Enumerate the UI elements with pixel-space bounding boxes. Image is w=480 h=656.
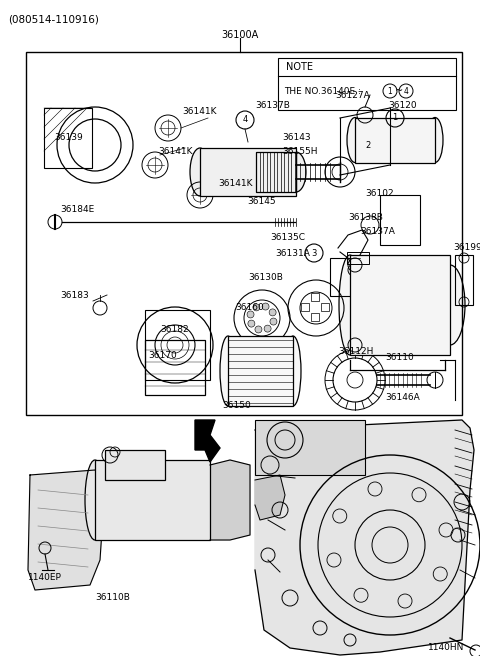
Bar — [228, 336, 293, 406]
Text: 36141K: 36141K — [158, 148, 192, 157]
Bar — [256, 152, 296, 192]
Bar — [380, 195, 420, 245]
Circle shape — [255, 326, 262, 333]
Polygon shape — [195, 420, 220, 462]
Ellipse shape — [435, 265, 465, 345]
Circle shape — [262, 303, 269, 310]
Bar — [278, 58, 456, 110]
Circle shape — [248, 320, 255, 327]
Text: 36120: 36120 — [388, 102, 417, 110]
Text: 36110B: 36110B — [95, 594, 130, 602]
Text: 36170: 36170 — [148, 350, 177, 359]
Text: 36137A: 36137A — [360, 228, 395, 237]
Ellipse shape — [347, 117, 363, 163]
Polygon shape — [255, 475, 285, 520]
Bar — [350, 255, 450, 355]
Bar — [330, 258, 385, 296]
Bar — [347, 252, 369, 264]
Text: 36110: 36110 — [385, 354, 414, 363]
Ellipse shape — [286, 152, 306, 192]
Text: 1140EP: 1140EP — [28, 573, 62, 583]
Polygon shape — [255, 420, 474, 655]
Text: THE NO.36140E :: THE NO.36140E : — [284, 87, 361, 96]
Text: 36112H: 36112H — [338, 348, 373, 356]
Text: 1: 1 — [392, 113, 397, 123]
Bar — [255, 420, 365, 475]
Text: 1140HN: 1140HN — [428, 644, 464, 653]
Polygon shape — [210, 460, 250, 540]
Text: 36141K: 36141K — [182, 108, 216, 117]
Bar — [145, 340, 205, 395]
Text: 4: 4 — [242, 115, 248, 125]
Ellipse shape — [85, 460, 105, 540]
Bar — [26, 52, 462, 415]
Circle shape — [253, 304, 260, 311]
Ellipse shape — [285, 336, 301, 406]
Text: 36184E: 36184E — [60, 205, 94, 215]
Text: 3: 3 — [312, 249, 317, 258]
Bar — [301, 303, 309, 311]
Text: 36137B: 36137B — [255, 102, 290, 110]
Text: 36141K: 36141K — [218, 178, 252, 188]
Circle shape — [247, 311, 254, 318]
Circle shape — [270, 318, 277, 325]
Text: 36155H: 36155H — [282, 148, 317, 157]
Bar — [311, 293, 319, 301]
Text: 36127A: 36127A — [335, 91, 370, 100]
Bar — [355, 118, 435, 163]
Text: 36102: 36102 — [365, 188, 394, 197]
Text: 36143: 36143 — [282, 133, 311, 142]
Text: 36145: 36145 — [247, 197, 276, 207]
Polygon shape — [28, 470, 105, 590]
Text: 36150: 36150 — [222, 401, 251, 411]
Circle shape — [264, 325, 271, 332]
Text: ~: ~ — [395, 86, 403, 96]
Bar — [455, 255, 473, 305]
Bar — [44, 108, 92, 168]
Text: 36199: 36199 — [453, 243, 480, 253]
Text: 36182: 36182 — [160, 325, 189, 335]
Bar — [105, 450, 165, 480]
Ellipse shape — [427, 117, 443, 163]
Ellipse shape — [190, 148, 210, 196]
Text: 36138B: 36138B — [348, 213, 383, 222]
Text: 36130B: 36130B — [248, 274, 283, 283]
Bar — [200, 148, 296, 196]
Bar — [311, 313, 319, 321]
Bar — [95, 460, 210, 540]
Text: 36183: 36183 — [60, 291, 89, 300]
Text: 2: 2 — [365, 140, 371, 150]
Text: 36100A: 36100A — [221, 30, 259, 40]
Circle shape — [269, 309, 276, 316]
Text: 36139: 36139 — [54, 134, 83, 142]
Ellipse shape — [220, 336, 236, 406]
Text: NOTE: NOTE — [286, 62, 313, 72]
Text: 4: 4 — [404, 87, 408, 96]
Bar — [321, 303, 329, 311]
Text: 36160: 36160 — [235, 302, 264, 312]
Text: (080514-110916): (080514-110916) — [8, 14, 99, 24]
Bar — [145, 310, 210, 380]
Ellipse shape — [339, 255, 361, 355]
Text: 36146A: 36146A — [385, 394, 420, 403]
Text: 36131A: 36131A — [275, 249, 310, 258]
Text: 36135C: 36135C — [270, 234, 305, 243]
Text: 1: 1 — [388, 87, 392, 96]
